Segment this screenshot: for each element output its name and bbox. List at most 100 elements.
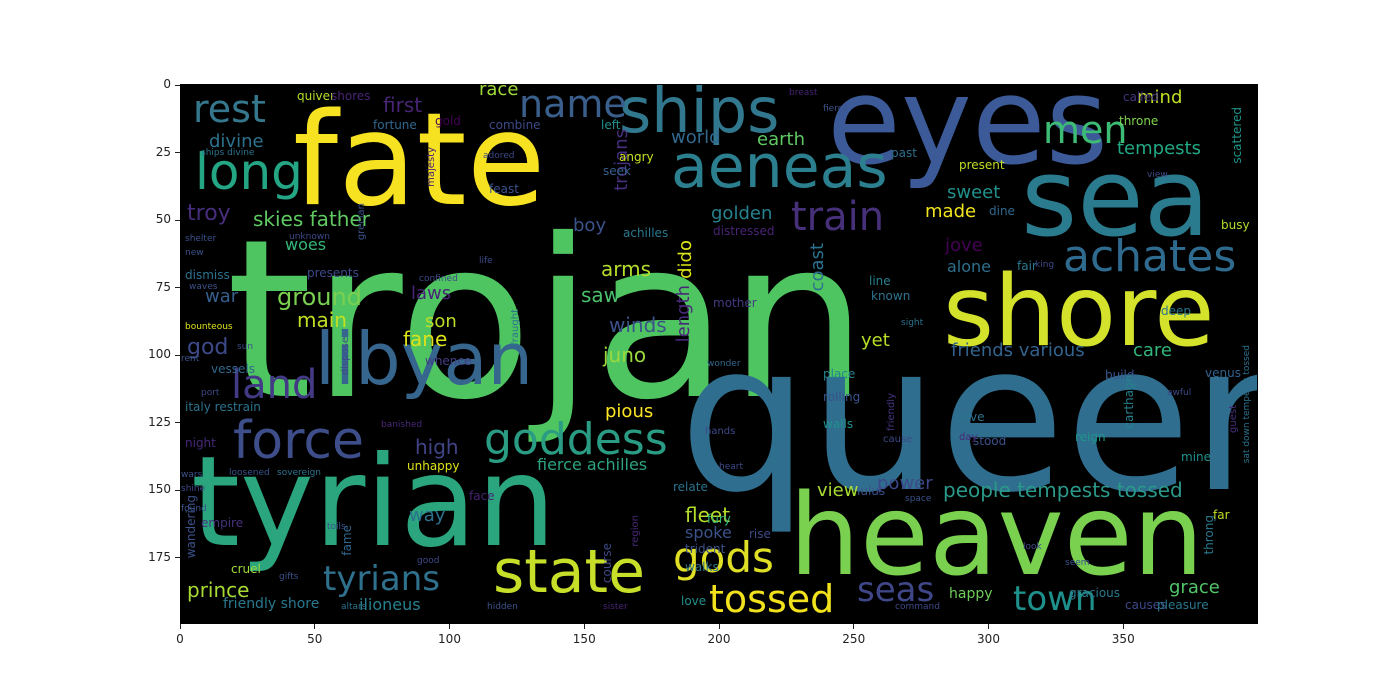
word: awful [1167, 388, 1192, 398]
word: friends various [951, 340, 1085, 361]
word: libyan [315, 317, 534, 401]
word: achates [1063, 231, 1237, 282]
word: cause [883, 434, 913, 445]
word: cruel [231, 562, 261, 576]
word: mine [1181, 450, 1212, 464]
word: aeneas [671, 132, 888, 202]
word: heart [719, 462, 743, 472]
word: wars [181, 470, 203, 480]
word: high [415, 435, 459, 459]
word: gold [435, 114, 461, 128]
x-tick-mark [314, 624, 316, 629]
y-tick-label: 0 [163, 77, 171, 92]
word: combine [489, 118, 541, 132]
word: look [1023, 542, 1042, 552]
word: achilles [623, 226, 669, 240]
word: long [195, 143, 303, 201]
word: region [630, 515, 641, 547]
word: throne [1119, 114, 1159, 128]
word: strangers [768, 413, 782, 471]
word: hidden [487, 602, 518, 612]
word: gifts [279, 572, 299, 582]
word: saw [581, 283, 621, 307]
word: good [417, 556, 440, 566]
word: space [905, 494, 932, 504]
x-tick-mark [988, 624, 989, 629]
word: altars [341, 602, 367, 612]
word: italy restrain [185, 400, 261, 414]
word: confined [419, 274, 458, 284]
word: seem [1065, 558, 1090, 568]
y-tick-label: 125 [148, 414, 171, 429]
word: reign [1075, 430, 1106, 444]
y-tick-label: 50 [155, 212, 171, 227]
word: goddess [484, 414, 668, 465]
y-tick-mark [175, 422, 180, 424]
word: far [1213, 508, 1230, 522]
word: fierce [823, 104, 849, 114]
x-tick-mark [583, 624, 585, 629]
word: friendly [886, 393, 897, 431]
word: port [201, 388, 220, 398]
word: eyes [827, 84, 1109, 192]
word: view [817, 480, 859, 501]
word: ilioneus [359, 595, 421, 614]
word: left [601, 118, 621, 132]
word: rent [181, 354, 200, 364]
word: land [231, 362, 318, 408]
word: bounteous [185, 322, 233, 332]
y-tick-mark [175, 152, 180, 154]
word: banished [381, 420, 423, 430]
word: relate [673, 480, 708, 494]
word: grecian [356, 203, 367, 241]
word: fane [403, 327, 448, 351]
word: wonder [707, 359, 741, 369]
word: town [1013, 579, 1097, 619]
word: boy [573, 215, 607, 236]
word: fury [707, 512, 731, 526]
word: stood [973, 434, 1007, 448]
word: earth [757, 129, 805, 150]
x-tick-label: 0 [176, 632, 184, 646]
word: mind [1137, 87, 1183, 108]
word: iulus [857, 484, 886, 498]
word: dine [989, 204, 1015, 218]
word: deep [1161, 304, 1191, 318]
word: train [791, 194, 885, 240]
y-tick-mark [175, 557, 180, 559]
word: called [1123, 90, 1159, 104]
word: distressed [713, 224, 775, 238]
word: empire [201, 516, 244, 530]
word: unhappy [407, 459, 460, 473]
word: sweet [947, 182, 1001, 203]
word: mother [713, 296, 757, 310]
y-tick-label: 100 [148, 347, 171, 362]
word: face [469, 489, 495, 503]
word: loosened [229, 468, 270, 478]
word: force [233, 411, 364, 471]
word: fortune [373, 118, 417, 132]
y-tick-label: 175 [148, 549, 171, 564]
word: walks [685, 560, 719, 574]
x-tick-label: 350 [1111, 632, 1135, 646]
word: new [185, 248, 204, 258]
word: view [1147, 170, 1168, 180]
word: troy [187, 201, 231, 226]
y-tick-mark [175, 489, 180, 491]
word: tyrian [191, 430, 556, 575]
word: found [181, 504, 207, 514]
y-tick-label: 150 [148, 482, 171, 497]
y-tick-label: 75 [155, 279, 171, 294]
word: life [479, 256, 493, 266]
y-tick-mark [175, 354, 180, 356]
word: vessels [211, 362, 255, 376]
word: power [877, 473, 933, 494]
word: men [1043, 108, 1128, 152]
word: feast [489, 182, 519, 196]
word: fair [1017, 259, 1037, 273]
word: tossed [709, 577, 835, 621]
word: golden [711, 203, 773, 224]
word: known [871, 289, 911, 303]
word: shores [331, 89, 371, 103]
y-tick-mark [175, 84, 180, 86]
